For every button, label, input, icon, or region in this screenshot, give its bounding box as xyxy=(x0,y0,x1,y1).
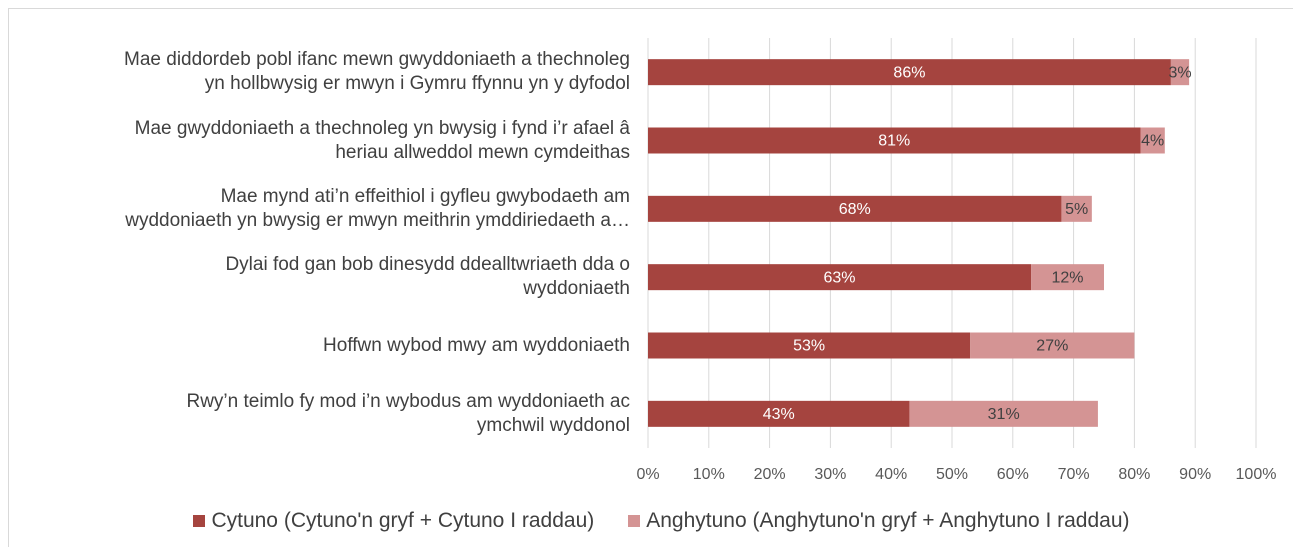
data-label: 3% xyxy=(1168,64,1191,81)
legend-label: Cytuno (Cytuno'n gryf + Cytuno I raddau) xyxy=(211,509,595,532)
category-label: Dylai fod gan bob dinesydd ddealltwriaet… xyxy=(225,254,630,300)
bar-segment xyxy=(648,127,1141,154)
category-label: Mae diddordeb pobl ifanc mewn gwyddoniae… xyxy=(124,49,630,95)
legend-item: Anghytuno (Anghytuno'n gryf + Anghytuno … xyxy=(628,509,1130,533)
x-tick-label: 80% xyxy=(1118,466,1150,483)
bar-segment xyxy=(1031,264,1104,291)
category-label: Mae mynd ati’n effeithiol i gyfleu gwybo… xyxy=(125,185,630,231)
data-label: 43% xyxy=(763,406,795,423)
data-label: 12% xyxy=(1052,269,1084,286)
data-label: 53% xyxy=(793,338,825,355)
data-label: 81% xyxy=(878,133,910,150)
x-tick-label: 30% xyxy=(814,466,846,483)
bar-segment xyxy=(648,264,1032,291)
bar-segment xyxy=(648,59,1171,86)
legend-label: Anghytuno (Anghytuno'n gryf + Anghytuno … xyxy=(646,509,1130,532)
bar-segment xyxy=(970,332,1135,359)
x-tick-label: 50% xyxy=(936,466,968,483)
x-tick-label: 90% xyxy=(1179,466,1211,483)
bar-segment xyxy=(648,332,971,359)
chart-border xyxy=(8,8,1293,547)
data-label: 5% xyxy=(1065,201,1088,218)
x-tick-label: 10% xyxy=(693,466,725,483)
data-label: 31% xyxy=(988,406,1020,423)
data-label: 68% xyxy=(839,201,871,218)
legend-item: Cytuno (Cytuno'n gryf + Cytuno I raddau) xyxy=(193,509,594,533)
category-label: Mae gwyddoniaeth a thechnoleg yn bwysig … xyxy=(134,117,630,163)
category-label: Hoffwn wybod mwy am wyddoniaeth xyxy=(323,334,630,356)
x-tick-label: 60% xyxy=(997,466,1029,483)
bar-segment xyxy=(1170,59,1190,86)
data-label: 27% xyxy=(1036,338,1068,355)
legend: Cytuno (Cytuno'n gryf + Cytuno I raddau)… xyxy=(0,509,1293,533)
bar-segment xyxy=(648,195,1062,222)
bar-segment xyxy=(909,400,1098,427)
x-tick-label: 40% xyxy=(875,466,907,483)
x-tick-label: 0% xyxy=(636,466,659,483)
category-label: Rwy’n teimlo fy mod i’n wybodus am wyddo… xyxy=(186,390,630,436)
bar-segment xyxy=(1140,127,1165,154)
legend-swatch xyxy=(193,515,206,527)
x-tick-label: 20% xyxy=(754,466,786,483)
bar-segment xyxy=(1061,195,1092,222)
x-tick-label: 70% xyxy=(1058,466,1090,483)
bar-segment xyxy=(648,400,910,427)
data-label: 63% xyxy=(824,269,856,286)
x-tick-label: 100% xyxy=(1236,466,1277,483)
legend-swatch xyxy=(628,515,641,527)
data-label: 4% xyxy=(1141,133,1164,150)
data-label: 86% xyxy=(893,64,925,81)
